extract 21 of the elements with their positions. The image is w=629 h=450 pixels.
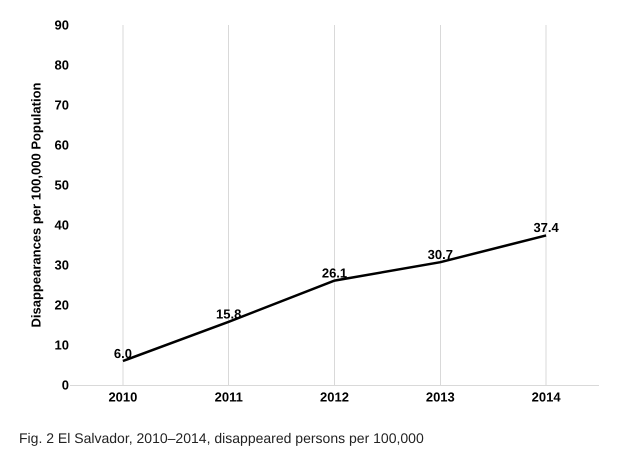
y-tick-label: 60 — [54, 138, 69, 153]
data-label: 6.0 — [114, 346, 132, 361]
y-tick-label: 50 — [54, 178, 69, 193]
x-tick-label: 2011 — [214, 390, 243, 405]
y-tick-label: 10 — [54, 338, 69, 353]
x-tick-label: 2014 — [532, 390, 562, 405]
y-tick-label: 0 — [62, 378, 69, 393]
caption: Fig. 2 El Salvador, 2010–2014, disappeared persons per 100,000 — [19, 430, 424, 446]
y-axis-title: Disappearances per 100,000 Population — [28, 82, 44, 328]
x-tick-label: 2010 — [108, 390, 138, 405]
data-label: 37.4 — [533, 220, 560, 236]
y-tick-label: 70 — [54, 98, 69, 113]
y-tick-label: 40 — [54, 218, 69, 233]
data-label: 30.7 — [428, 246, 453, 262]
y-tick-label: 20 — [54, 298, 69, 313]
x-tick-label: 2013 — [426, 390, 455, 405]
y-tick-label: 30 — [54, 258, 69, 273]
data-label: 26.1 — [322, 265, 348, 280]
y-tick-label: 90 — [54, 18, 69, 33]
x-tick-label: 2012 — [320, 390, 349, 405]
y-tick-label: 80 — [54, 58, 69, 73]
